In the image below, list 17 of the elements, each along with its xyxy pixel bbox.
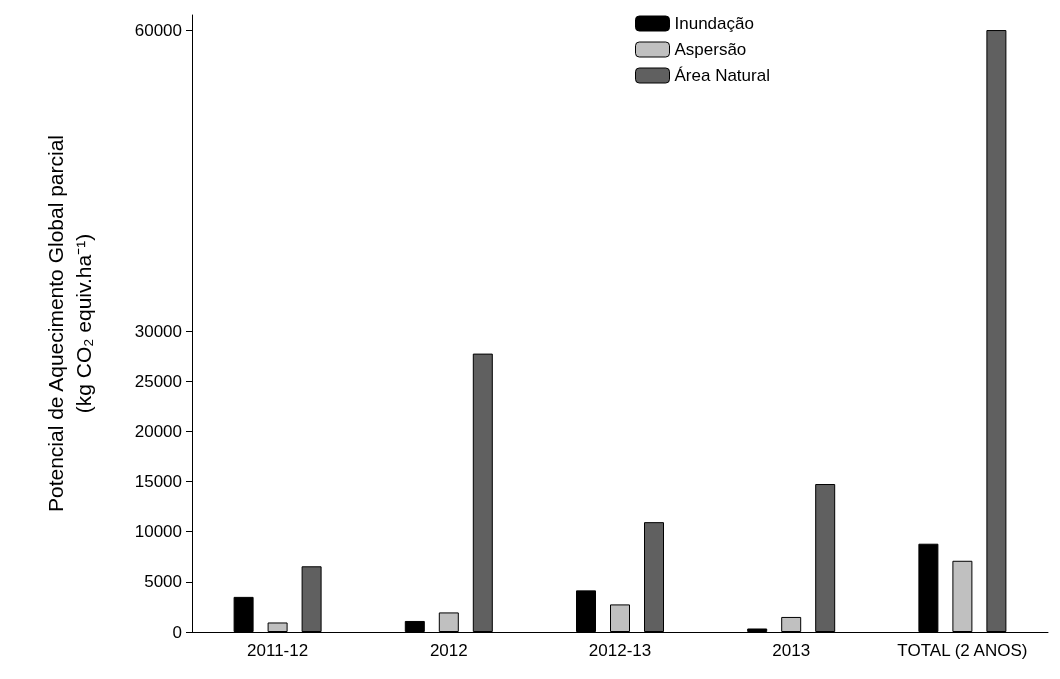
y-tick-label: 30000 <box>134 321 182 341</box>
y-tick-label: 25000 <box>134 371 182 391</box>
y-tick-label: 5000 <box>144 572 182 592</box>
y-axis-title: Potencial de Aquecimento Global parcial (kg CO₂ equiv.ha⁻¹) <box>43 134 95 513</box>
y-tick-label: 15000 <box>134 472 182 492</box>
y-tick-label: 20000 <box>134 421 182 441</box>
x-tick-label: 2011-12 <box>247 641 309 660</box>
legend-label: Inundação <box>674 14 754 33</box>
legend-label: Área Natural <box>674 66 770 85</box>
x-tick-label: 2012 <box>429 641 468 660</box>
legend-label: Aspersão <box>674 40 747 59</box>
y-tick-label: 60000 <box>134 20 182 40</box>
y-tick-label: 0 <box>172 622 182 642</box>
x-tick-label: TOTAL (2 ANOS) <box>897 641 1028 660</box>
x-tick-label: 2013 <box>772 641 811 660</box>
x-tick-label: 2012-13 <box>588 641 652 660</box>
y-tick-label: 10000 <box>134 522 182 542</box>
